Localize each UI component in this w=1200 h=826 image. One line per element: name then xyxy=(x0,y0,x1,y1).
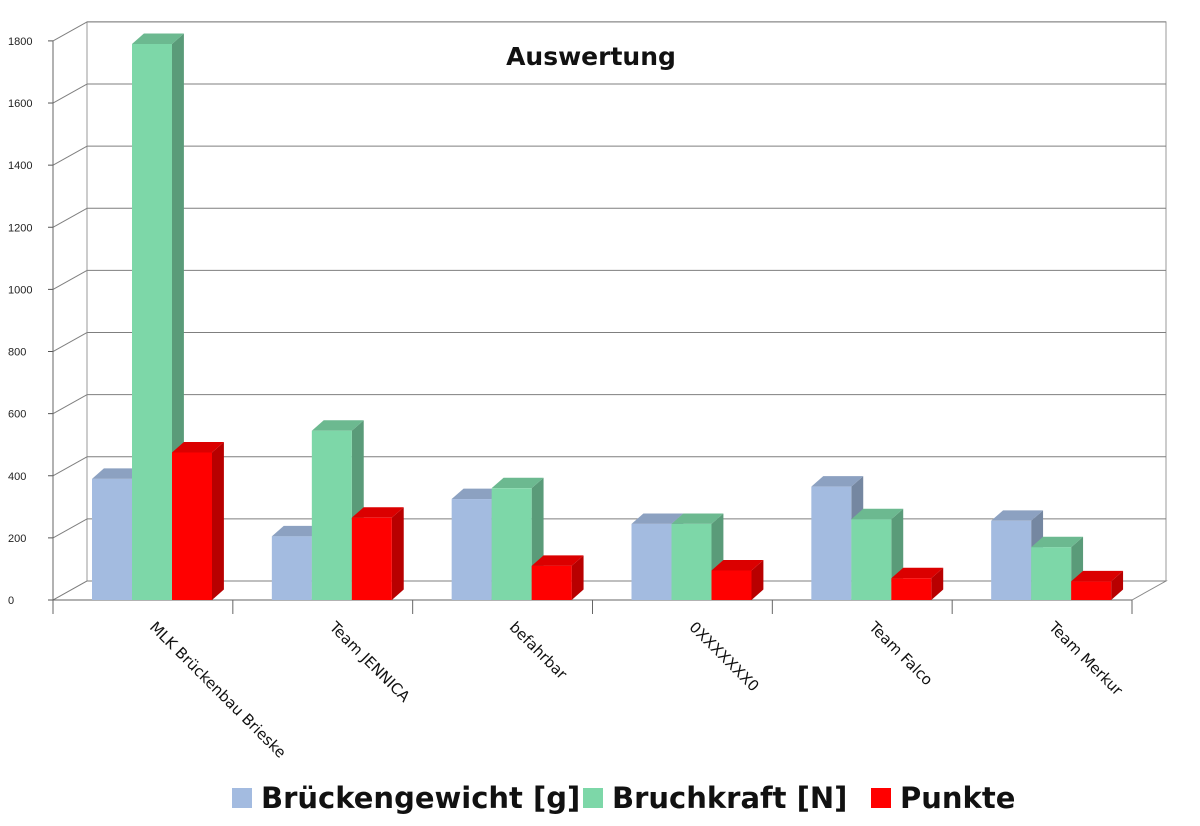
bar-top xyxy=(1071,570,1124,582)
bar-top xyxy=(891,567,944,579)
bar-top xyxy=(811,476,864,487)
bar-front xyxy=(92,478,132,600)
bar-2-1 xyxy=(351,507,404,600)
legend-swatch-1 xyxy=(583,788,603,808)
bar-top xyxy=(451,488,504,500)
legend-label-2: Punkte xyxy=(900,781,1015,815)
y-tick-label-400: 400 xyxy=(8,471,26,483)
bar-2-4 xyxy=(891,567,944,600)
bar-front xyxy=(1031,547,1072,600)
bar-side xyxy=(751,560,764,600)
y-tick-label-600: 600 xyxy=(8,409,26,421)
y-tick-label-0: 0 xyxy=(8,595,14,607)
bar-top xyxy=(991,510,1044,521)
bar-side xyxy=(212,442,224,600)
y-tick-label-1400: 1400 xyxy=(8,160,32,172)
bar-front xyxy=(811,486,852,600)
chart-title: Auswertung xyxy=(506,42,676,71)
bar-front xyxy=(851,519,892,600)
bar-top xyxy=(271,525,324,537)
y-tick-label-1600: 1600 xyxy=(8,98,32,110)
bar-2-3 xyxy=(711,560,764,600)
bar-top xyxy=(1031,536,1084,548)
bar-top xyxy=(132,33,184,44)
gridline-side-1600 xyxy=(52,83,88,104)
legend-swatch-2 xyxy=(871,788,891,808)
bar-front xyxy=(991,520,1032,600)
y-tick-label-1800: 1800 xyxy=(8,36,32,48)
bars xyxy=(92,33,1124,601)
bar-top xyxy=(92,468,144,479)
bar-top xyxy=(671,513,724,524)
bar-top xyxy=(631,513,684,524)
bar-front xyxy=(891,578,932,600)
bar-top xyxy=(531,555,584,566)
bar-front xyxy=(671,523,712,600)
bar-front xyxy=(172,452,212,600)
y-tick-labels: 0 200 400 600 800 1000 1200 1400 1600 1800 xyxy=(8,36,32,607)
gridline-side-1000 xyxy=(52,269,88,290)
bar-front xyxy=(351,517,392,600)
bar-top xyxy=(172,442,224,453)
gridline-side-600 xyxy=(52,394,88,415)
y-tick-label-1000: 1000 xyxy=(8,284,32,296)
gridlines xyxy=(51,21,1168,601)
bar-front xyxy=(271,536,312,600)
gridline-side-1200 xyxy=(52,207,88,228)
gridline-side-800 xyxy=(52,332,88,352)
gridline-side-400 xyxy=(52,456,88,477)
bar-front xyxy=(631,523,672,600)
legend-swatch-0 xyxy=(232,788,252,808)
bar-top xyxy=(851,508,904,520)
bar-front xyxy=(451,499,492,600)
bar-side xyxy=(1111,570,1124,600)
bar-front xyxy=(311,430,352,600)
back-wall xyxy=(86,21,1167,582)
bar-front xyxy=(531,565,572,600)
bar-top xyxy=(311,420,364,431)
legend: Brückengewicht [g] Bruchkraft [N] Punkte xyxy=(232,781,1015,815)
gridline-side-200 xyxy=(52,518,88,539)
y-tick-label-200: 200 xyxy=(8,533,26,545)
bar-side xyxy=(931,567,944,600)
bar-2-5 xyxy=(1071,570,1124,600)
gridline-side-1400 xyxy=(52,145,88,166)
axes xyxy=(48,40,1133,614)
bar-side xyxy=(571,555,584,600)
bar-front xyxy=(132,44,172,600)
bar-side xyxy=(391,507,404,600)
bar-top xyxy=(711,560,764,571)
gridline-side-1800 xyxy=(52,21,88,42)
bar-front xyxy=(1071,581,1112,600)
y-tick-label-800: 800 xyxy=(8,347,26,359)
legend-label-0: Brückengewicht [g] xyxy=(261,781,580,815)
bar-top xyxy=(491,477,544,489)
bar-front xyxy=(491,488,532,600)
y-tick-label-1200: 1200 xyxy=(8,222,32,234)
bar-2-2 xyxy=(531,555,584,600)
legend-label-1: Bruchkraft [N] xyxy=(612,781,847,815)
bar-2-0 xyxy=(172,442,224,600)
bar-front xyxy=(711,570,752,600)
bar-1-1 xyxy=(311,420,364,600)
bar-top xyxy=(351,507,404,518)
gridline-side-0 xyxy=(52,580,88,601)
